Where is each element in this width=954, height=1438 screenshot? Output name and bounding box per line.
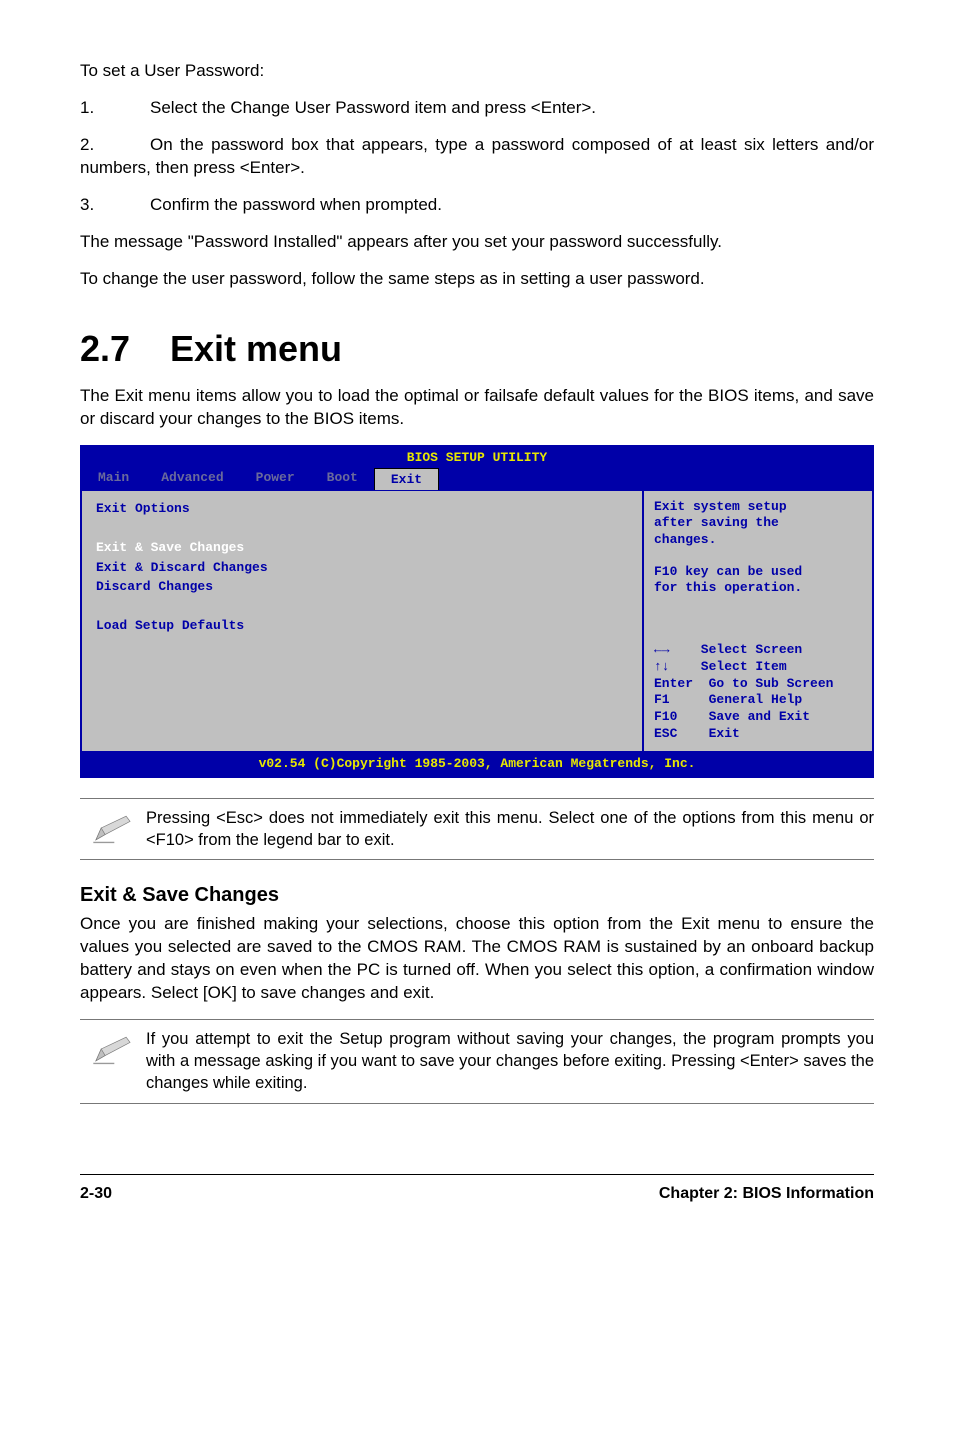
chapter-label: Chapter 2: BIOS Information — [659, 1183, 874, 1205]
help-line: F10 key can be used — [654, 564, 862, 580]
bios-tab-power: Power — [240, 467, 311, 490]
bios-help: Exit system setup after saving the chang… — [654, 499, 862, 597]
subsection-heading: Exit & Save Changes — [80, 882, 874, 909]
note-text: Pressing <Esc> does not immediately exit… — [146, 807, 874, 852]
note-text: If you attempt to exit the Setup program… — [146, 1028, 874, 1095]
bios-item-discard: Discard Changes — [96, 577, 628, 597]
bios-title: BIOS SETUP UTILITY — [82, 447, 872, 467]
pencil-icon — [80, 807, 146, 845]
bios-tab-main: Main — [82, 467, 145, 490]
bios-tab-boot: Boot — [311, 467, 374, 490]
section-title: Exit menu — [170, 328, 342, 369]
bios-header: BIOS SETUP UTILITY Main Advanced Power B… — [80, 445, 874, 489]
help-line: for this operation. — [654, 580, 862, 596]
bios-item-load-defaults: Load Setup Defaults — [96, 616, 628, 636]
step-num: 3. — [80, 194, 150, 217]
bios-screenshot: BIOS SETUP UTILITY Main Advanced Power B… — [80, 445, 874, 778]
bios-tab-exit: Exit — [374, 468, 439, 491]
step-text: Confirm the password when prompted. — [150, 195, 442, 214]
step-3: 3.Confirm the password when prompted. — [80, 194, 874, 217]
step-1: 1.Select the Change User Password item a… — [80, 97, 874, 120]
page-number: 2-30 — [80, 1183, 112, 1205]
bios-left-pane: Exit Options Exit & Save Changes Exit & … — [82, 491, 642, 751]
pencil-icon — [80, 1028, 146, 1066]
bios-item-exit-save: Exit & Save Changes — [96, 538, 628, 558]
bios-item-exit-discard: Exit & Discard Changes — [96, 558, 628, 578]
step-text: On the password box that appears, type a… — [80, 135, 874, 177]
after-text-2: To change the user password, follow the … — [80, 268, 874, 291]
section-num: 2.7 — [80, 325, 170, 374]
bios-keys: ←→ Select Screen↑↓ Select ItemEnter Go t… — [654, 642, 862, 743]
spacer — [96, 519, 628, 539]
bios-footer: v02.54 (C)Copyright 1985-2003, American … — [80, 753, 874, 778]
bios-left-header: Exit Options — [96, 499, 628, 519]
section-heading: 2.7Exit menu — [80, 325, 874, 374]
note-box-2: If you attempt to exit the Setup program… — [80, 1019, 874, 1104]
page-footer: 2-30 Chapter 2: BIOS Information — [80, 1174, 874, 1205]
bios-tab-advanced: Advanced — [145, 467, 239, 490]
help-line: Exit system setup — [654, 499, 862, 515]
help-line — [654, 548, 862, 564]
subsection-body: Once you are finished making your select… — [80, 913, 874, 1005]
after-text-1: The message "Password Installed" appears… — [80, 231, 874, 254]
bios-tabs: Main Advanced Power Boot Exit — [82, 467, 872, 490]
step-2: 2.On the password box that appears, type… — [80, 134, 874, 180]
step-text: Select the Change User Password item and… — [150, 98, 596, 117]
spacer — [96, 597, 628, 617]
help-line: changes. — [654, 532, 862, 548]
step-num: 2. — [80, 134, 150, 157]
bios-body: Exit Options Exit & Save Changes Exit & … — [80, 489, 874, 753]
bios-right-pane: Exit system setup after saving the chang… — [642, 491, 872, 751]
step-num: 1. — [80, 97, 150, 120]
section-lead: The Exit menu items allow you to load th… — [80, 385, 874, 431]
lead-text: To set a User Password: — [80, 60, 874, 83]
note-box-1: Pressing <Esc> does not immediately exit… — [80, 798, 874, 861]
help-line: after saving the — [654, 515, 862, 531]
